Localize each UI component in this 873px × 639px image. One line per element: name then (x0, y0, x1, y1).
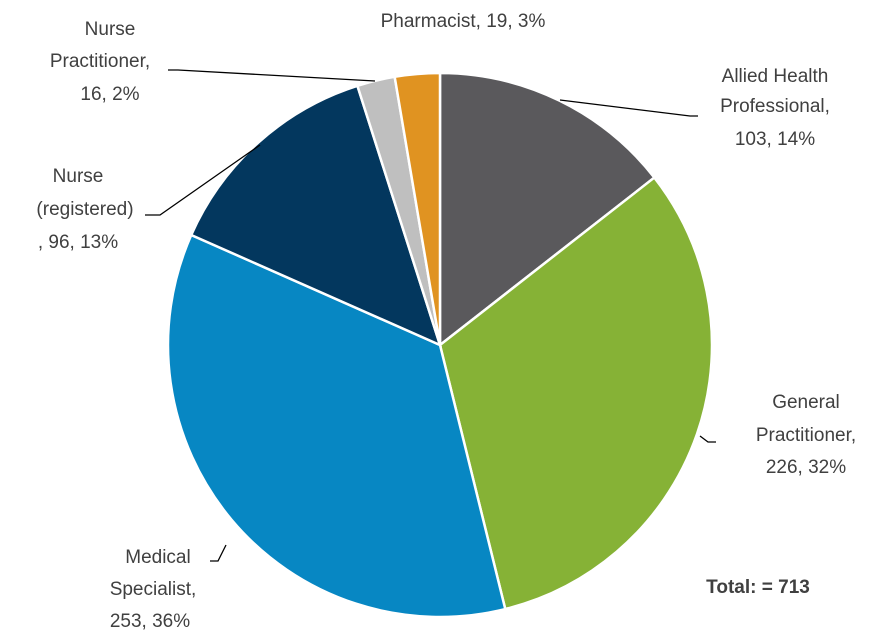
pie-slice (438, 71, 657, 348)
data-label: Professional, (720, 96, 830, 117)
pie-slice (438, 175, 714, 611)
data-label: Allied Health (722, 66, 829, 87)
data-label: 16, 2% (80, 84, 139, 105)
leader-line (559, 99, 698, 117)
data-label: 103, 14% (735, 129, 815, 150)
leader-line (210, 544, 227, 562)
data-label: Specialist, (110, 579, 197, 600)
data-label: Nurse (53, 166, 104, 187)
leader-line (168, 69, 376, 82)
data-label: 253, 36% (110, 611, 190, 632)
data-label: Medical (125, 547, 190, 568)
data-label: Nurse (85, 19, 136, 40)
data-label: Practitioner, (756, 425, 856, 446)
leader-line (699, 435, 716, 443)
leader-line (145, 144, 261, 216)
data-label: (registered) (36, 199, 133, 220)
pie-slice (166, 233, 507, 619)
data-label: Practitioner, (50, 51, 150, 72)
data-label: General (772, 392, 840, 413)
data-label: , 96, 13% (38, 232, 118, 253)
pie-slice (393, 71, 442, 346)
data-label: 226, 32% (766, 457, 846, 478)
slices (166, 71, 714, 619)
data-label: Pharmacist, 19, 3% (381, 11, 546, 32)
total-annotation: Total: = 713 (706, 577, 810, 598)
